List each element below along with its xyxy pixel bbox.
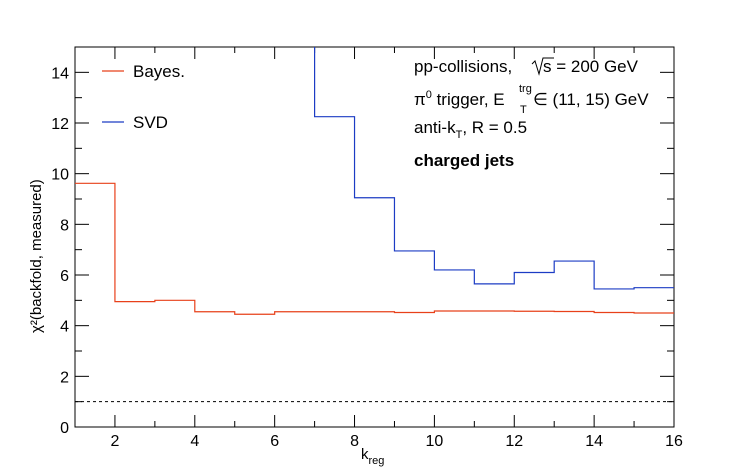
axis-ticks: 2 4 6 8 10 12 14 16 0 2 4 6 8 10 12 14 bbox=[51, 46, 683, 450]
x-tick-label: 12 bbox=[505, 433, 523, 450]
series-layer bbox=[75, 47, 674, 315]
sqrt-symbol bbox=[531, 57, 554, 76]
legend-label-bayes: Bayes. bbox=[133, 62, 185, 81]
annotation-line2-sup: trg bbox=[519, 83, 532, 95]
plot-frame bbox=[74, 46, 675, 428]
y-tick-label: 8 bbox=[60, 217, 69, 234]
legend-label-svd: SVD bbox=[133, 113, 168, 132]
legend: Bayes. SVD bbox=[102, 62, 185, 132]
annotation-line2-rest: ∈ (11, 15) GeV bbox=[533, 90, 649, 109]
x-tick-label: 6 bbox=[270, 433, 279, 450]
x-tick-label: 2 bbox=[110, 433, 119, 450]
y-tick-label: 4 bbox=[60, 319, 69, 336]
y-tick-label: 2 bbox=[60, 369, 69, 386]
y-tick-label: 6 bbox=[60, 268, 69, 285]
annotation-line3: anti-kT, R = 0.5 bbox=[414, 118, 527, 141]
y-tick-label: 0 bbox=[60, 420, 69, 437]
x-axis-label: kreg bbox=[361, 446, 384, 467]
y-tick-label: 10 bbox=[51, 167, 69, 184]
x-tick-label: 4 bbox=[190, 433, 199, 450]
x-tick-label: 16 bbox=[665, 433, 683, 450]
annotation-line4: charged jets bbox=[414, 151, 514, 170]
annotation-line1: pp-collisions, bbox=[414, 57, 512, 76]
annotation-line1-rest: s = 200 GeV bbox=[543, 57, 639, 76]
y-tick-label: 12 bbox=[51, 116, 69, 133]
annotation-line2-sub: T bbox=[520, 104, 527, 116]
annotation-line2: π0 trigger, E bbox=[414, 89, 505, 109]
x-tick-label: 8 bbox=[350, 433, 359, 450]
series-line-svd bbox=[314, 47, 674, 290]
annotation-block: pp-collisions, s = 200 GeV π0 trigger, E… bbox=[414, 57, 649, 170]
x-tick-label: 14 bbox=[585, 433, 603, 450]
series-line-bayes bbox=[75, 182, 674, 315]
y-axis-label: χ²(backfold, measured) bbox=[28, 179, 45, 333]
x-tick-label: 10 bbox=[426, 433, 444, 450]
y-tick-label: 14 bbox=[51, 65, 69, 82]
